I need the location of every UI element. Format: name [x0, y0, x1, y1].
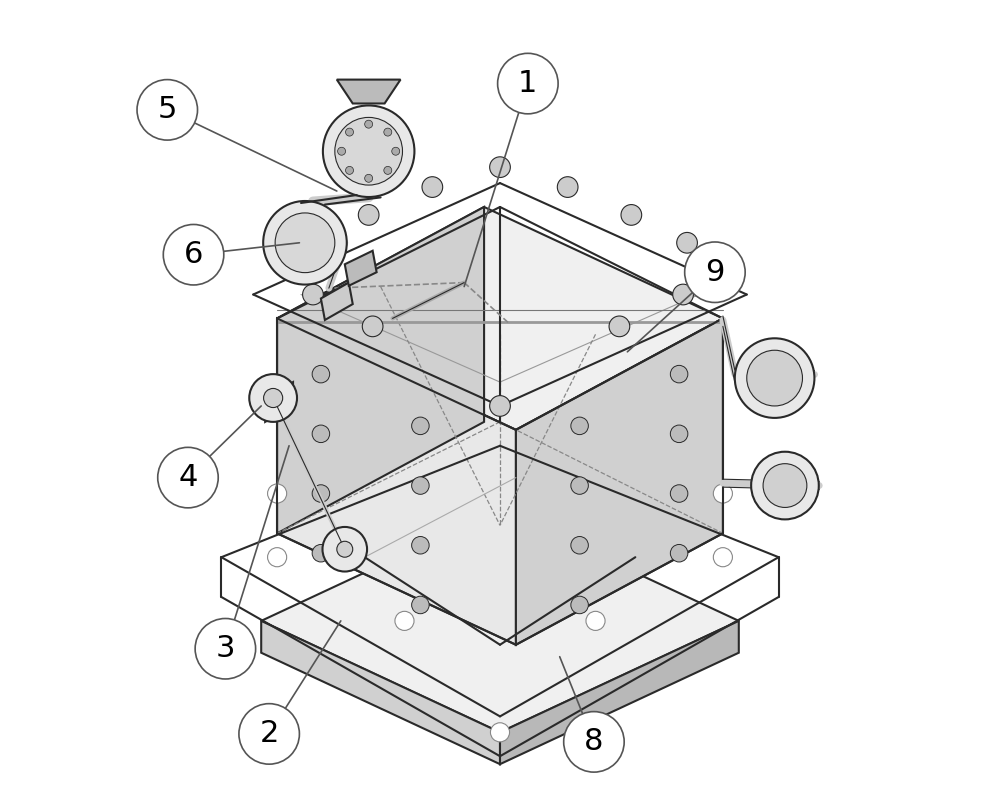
Circle shape — [362, 316, 383, 337]
Circle shape — [670, 544, 688, 562]
Text: 5: 5 — [158, 96, 177, 124]
Ellipse shape — [735, 338, 814, 418]
Circle shape — [346, 166, 354, 174]
Circle shape — [490, 396, 510, 416]
Polygon shape — [261, 509, 739, 732]
Circle shape — [158, 447, 218, 508]
Text: 8: 8 — [584, 728, 604, 756]
Text: 6: 6 — [184, 240, 203, 269]
Circle shape — [365, 120, 373, 128]
Circle shape — [677, 232, 697, 253]
Circle shape — [621, 205, 642, 225]
Circle shape — [268, 548, 287, 567]
Circle shape — [498, 53, 558, 114]
Ellipse shape — [763, 463, 807, 508]
Circle shape — [303, 284, 323, 305]
Ellipse shape — [263, 201, 347, 285]
Circle shape — [395, 611, 414, 630]
Circle shape — [312, 425, 330, 443]
Circle shape — [312, 485, 330, 502]
Polygon shape — [277, 207, 723, 430]
Circle shape — [685, 242, 745, 302]
Text: 3: 3 — [216, 634, 235, 663]
Circle shape — [322, 527, 367, 572]
Polygon shape — [500, 621, 739, 764]
Ellipse shape — [335, 117, 402, 185]
Polygon shape — [277, 207, 484, 533]
Circle shape — [670, 425, 688, 443]
Circle shape — [268, 484, 287, 503]
Text: 4: 4 — [178, 463, 198, 492]
Circle shape — [412, 596, 429, 614]
Circle shape — [571, 417, 588, 435]
Circle shape — [338, 147, 346, 155]
Circle shape — [412, 537, 429, 554]
Circle shape — [571, 596, 588, 614]
Text: 1: 1 — [518, 69, 538, 98]
Circle shape — [412, 477, 429, 494]
Circle shape — [264, 388, 283, 408]
Circle shape — [195, 618, 256, 679]
Circle shape — [571, 537, 588, 554]
Circle shape — [609, 316, 630, 337]
Circle shape — [670, 365, 688, 383]
Circle shape — [249, 374, 297, 422]
Circle shape — [392, 147, 400, 155]
Circle shape — [346, 128, 354, 136]
Circle shape — [586, 611, 605, 630]
Ellipse shape — [275, 213, 335, 273]
Polygon shape — [261, 621, 500, 764]
Circle shape — [337, 541, 353, 557]
Circle shape — [490, 723, 510, 742]
Circle shape — [571, 477, 588, 494]
Text: 9: 9 — [705, 258, 725, 287]
Circle shape — [312, 365, 330, 383]
Polygon shape — [345, 251, 377, 286]
Circle shape — [137, 80, 198, 140]
Circle shape — [673, 284, 693, 305]
Circle shape — [557, 177, 578, 197]
Polygon shape — [321, 283, 353, 320]
Circle shape — [303, 232, 323, 253]
Circle shape — [713, 548, 732, 567]
Circle shape — [422, 177, 443, 197]
Ellipse shape — [751, 452, 819, 519]
Polygon shape — [516, 318, 723, 645]
Circle shape — [312, 544, 330, 562]
Polygon shape — [337, 80, 400, 103]
Circle shape — [384, 166, 392, 174]
Circle shape — [412, 417, 429, 435]
Circle shape — [163, 224, 224, 285]
Polygon shape — [277, 318, 516, 645]
Circle shape — [358, 205, 379, 225]
Circle shape — [670, 485, 688, 502]
Circle shape — [384, 128, 392, 136]
Circle shape — [564, 712, 624, 772]
Circle shape — [239, 704, 299, 764]
Polygon shape — [265, 382, 293, 422]
Ellipse shape — [747, 350, 802, 406]
Circle shape — [713, 484, 732, 503]
Circle shape — [365, 174, 373, 182]
Ellipse shape — [323, 106, 414, 197]
Text: 2: 2 — [259, 720, 279, 748]
Circle shape — [490, 157, 510, 178]
